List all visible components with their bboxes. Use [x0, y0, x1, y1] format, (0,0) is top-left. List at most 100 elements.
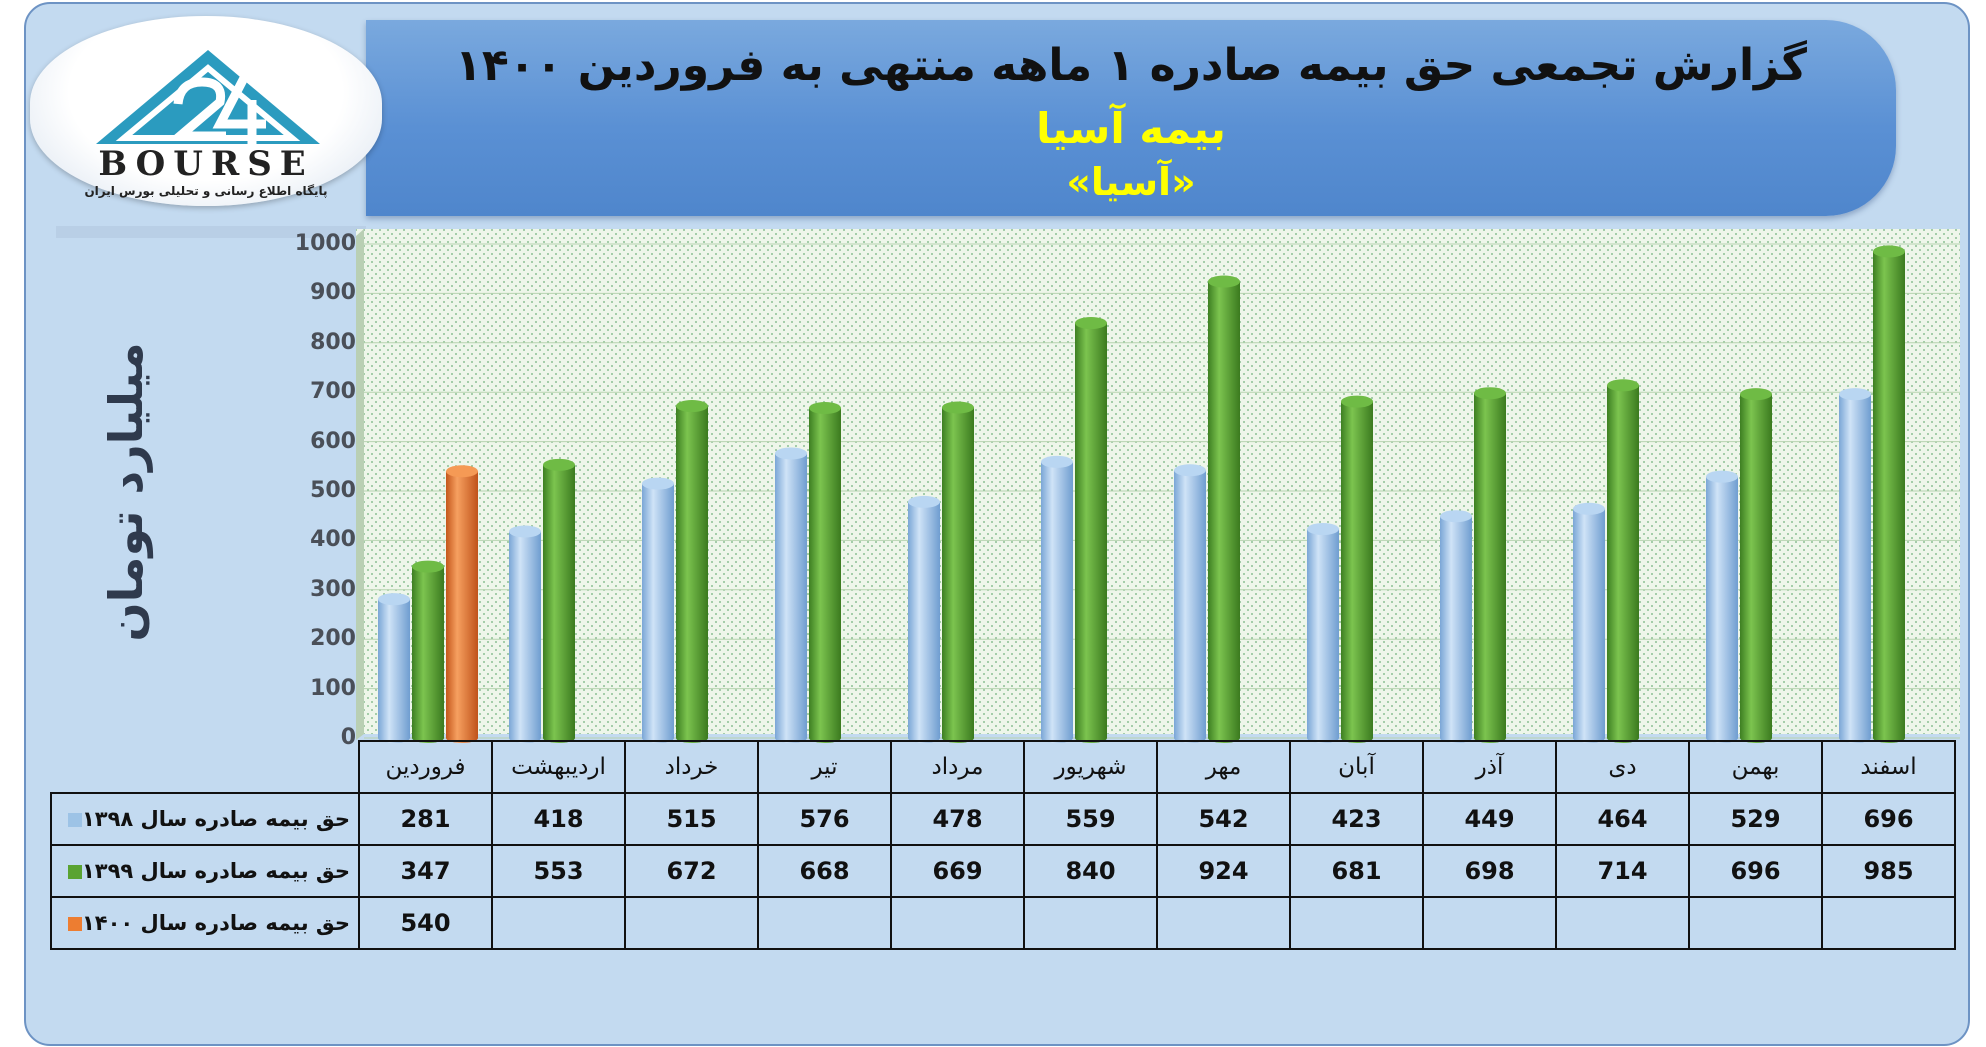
- logo-reflection: [56, 216, 376, 256]
- bar-cap: [1706, 470, 1738, 483]
- bar: [908, 495, 940, 743]
- data-label: [1821, 896, 1956, 950]
- bar-cap: [1839, 388, 1871, 401]
- bar-cap: [1573, 502, 1605, 515]
- x-tick-label: دی: [1555, 740, 1690, 794]
- bar: [1307, 523, 1339, 743]
- bar-cap: [1607, 379, 1639, 392]
- x-tick-label: بهمن: [1688, 740, 1823, 794]
- bar-body: [1839, 394, 1871, 738]
- bar: [1174, 464, 1206, 743]
- bar: [642, 477, 674, 743]
- data-label: [1555, 896, 1690, 950]
- bar-body: [1174, 470, 1206, 738]
- bar-body: [509, 531, 541, 738]
- data-label: 464: [1555, 792, 1690, 846]
- x-tick-label: آبان: [1289, 740, 1424, 794]
- bar: [1075, 317, 1107, 743]
- data-label: 515: [624, 792, 759, 846]
- legend-entry: حق بیمه صادره سال ۱۳۹۹: [50, 844, 360, 898]
- plot-side-wall: [356, 229, 364, 740]
- bar: [1474, 387, 1506, 743]
- y-tick-label: 400: [310, 527, 356, 553]
- y-tick-label: 200: [310, 626, 356, 652]
- data-label: 529: [1688, 792, 1823, 846]
- bar-body: [1607, 385, 1639, 738]
- bar-body: [1041, 461, 1073, 738]
- bar-body: [775, 453, 807, 738]
- bar: [809, 402, 841, 743]
- data-label: [1156, 896, 1291, 950]
- x-tick-label: آذر: [1422, 740, 1557, 794]
- bar: [775, 447, 807, 743]
- bar-body: [1573, 508, 1605, 738]
- y-tick-label: 100: [310, 675, 356, 701]
- bar: [1208, 275, 1240, 743]
- bar-body: [1740, 394, 1772, 738]
- bar-cap: [642, 477, 674, 490]
- bar: [543, 458, 575, 743]
- page-title: گزارش تجمعی حق بیمه صادره ۱ ماهه منتهی ب…: [454, 40, 1808, 91]
- x-tick-label: تیر: [757, 740, 892, 794]
- data-label: 423: [1289, 792, 1424, 846]
- bar-body: [1208, 281, 1240, 738]
- table-row: حق بیمه صادره سال ۱۴۰۰ 540: [50, 896, 1956, 950]
- data-label: [1422, 896, 1557, 950]
- bar-body: [676, 406, 708, 738]
- bar-cap: [446, 465, 478, 478]
- data-label: 576: [757, 792, 892, 846]
- bar: [1041, 455, 1073, 743]
- data-label: 696: [1688, 844, 1823, 898]
- bar-body: [1075, 323, 1107, 738]
- bar: [1706, 470, 1738, 743]
- y-tick-label: 900: [310, 280, 356, 306]
- logo-subtitle: پایگاه اطلاع رسانی و تحلیلی بورس ایران: [84, 184, 328, 198]
- bar-cap: [1208, 275, 1240, 288]
- bar-body: [809, 408, 841, 738]
- bar-body: [1341, 401, 1373, 738]
- data-label: 668: [757, 844, 892, 898]
- x-tick-label: اردیبهشت: [491, 740, 626, 794]
- bar-cap: [1873, 245, 1905, 258]
- logo-word: BOURSE: [98, 144, 314, 184]
- bar: [509, 525, 541, 743]
- bar-body: [412, 566, 444, 738]
- bar: [942, 401, 974, 743]
- company-symbol: «آسیا»: [1066, 160, 1196, 204]
- bar-cap: [1341, 395, 1373, 408]
- bar-body: [1474, 393, 1506, 738]
- bar: [1341, 395, 1373, 743]
- x-tick-label: خرداد: [624, 740, 759, 794]
- data-label: [1023, 896, 1158, 950]
- bar-cap: [509, 525, 541, 538]
- y-tick-label: 1000: [294, 231, 356, 256]
- bar-body: [908, 501, 940, 738]
- bar-body: [543, 464, 575, 738]
- legend-label: حق بیمه صادره سال ۱۳۹۸: [81, 807, 350, 831]
- logo-triangle-icon: [96, 50, 320, 144]
- legend-label: حق بیمه صادره سال ۱۳۹۹: [81, 859, 350, 883]
- data-label: 281: [358, 792, 493, 846]
- company-name: بیمه آسیا: [1036, 104, 1226, 153]
- legend-entry: حق بیمه صادره سال ۱۴۰۰: [50, 896, 360, 950]
- data-label: [757, 896, 892, 950]
- data-label: [624, 896, 759, 950]
- data-label: 696: [1821, 792, 1956, 846]
- x-tick-label: شهریور: [1023, 740, 1158, 794]
- bar-cap: [1075, 317, 1107, 330]
- bar-cap: [1174, 464, 1206, 477]
- bar-body: [1440, 516, 1472, 738]
- bar-body: [642, 483, 674, 738]
- title-banner: گزارش تجمعی حق بیمه صادره ۱ ماهه منتهی ب…: [366, 20, 1896, 216]
- data-label: 553: [491, 844, 626, 898]
- data-label: 540: [358, 896, 493, 950]
- data-table: فروردین اردیبهشت خرداد تیر مرداد شهریور مهر آبا…: [50, 740, 1956, 950]
- data-label: 985: [1821, 844, 1956, 898]
- table-row: حق بیمه صادره سال ۱۳۹۸ 281 418 515 576 478 559…: [50, 792, 1956, 846]
- y-axis-label: میلیارد تومان: [99, 342, 153, 642]
- bar: [1873, 245, 1905, 743]
- data-label: 698: [1422, 844, 1557, 898]
- bar-cap: [908, 495, 940, 508]
- data-label: 449: [1422, 792, 1557, 846]
- table-row: حق بیمه صادره سال ۱۳۹۹ 347 553 672 668 669 840…: [50, 844, 1956, 898]
